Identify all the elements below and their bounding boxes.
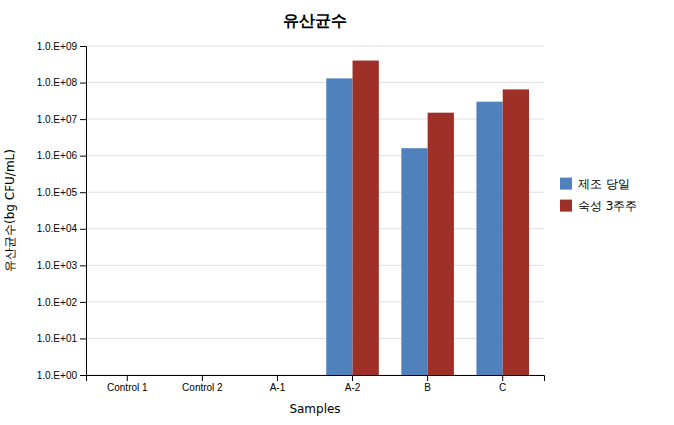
- tick: C: [499, 375, 506, 393]
- legend-item: 제조 당일: [560, 177, 630, 191]
- grid-line: [86, 155, 544, 156]
- tick-label: B: [424, 382, 431, 393]
- tick: Control 2: [182, 375, 223, 393]
- grid-line: [86, 301, 544, 302]
- tick-label: 1.0.E+07: [37, 114, 78, 125]
- bar-series: [353, 61, 529, 375]
- legend-item: 숙성 3주주: [560, 199, 637, 213]
- tick: 1.0.E+05: [37, 187, 86, 198]
- tick-mark: [127, 375, 128, 381]
- tick-label: 1.0.E+03: [37, 260, 78, 271]
- tick-mark: [352, 375, 353, 381]
- tick-label: A-1: [270, 382, 286, 393]
- tick: Control 1: [107, 375, 148, 393]
- tick: 1.0.E+09: [37, 41, 86, 52]
- plot: 1.0.E+00 1.0.E+01 1.0.E+02 1.0.E+03 1.0.E+04…: [3, 41, 545, 416]
- title: 유산균수: [283, 11, 347, 30]
- tick: B: [424, 375, 431, 393]
- tick-label: Control 1: [107, 382, 148, 393]
- grid-line: [86, 46, 544, 47]
- bar: [101, 375, 127, 376]
- tick: 1.0.E+01: [37, 333, 86, 344]
- tick: 1.0.E+02: [37, 297, 86, 308]
- tick-mark: [202, 375, 203, 381]
- y-axis-title: 유산균수(bg CFU/mL): [3, 149, 17, 272]
- grid-line: [86, 82, 544, 83]
- tick-label: A-2: [345, 382, 361, 393]
- tick: 1.0.E+07: [37, 114, 86, 125]
- tick: 1.0.E+08: [37, 77, 86, 88]
- bar: [251, 375, 277, 376]
- tick-mark: [80, 338, 86, 339]
- tick-label: 1.0.E+02: [37, 297, 78, 308]
- tick: 1.0.E+06: [37, 150, 86, 161]
- bars: [326, 61, 529, 375]
- legend: 제조 당일숙성 3주주: [560, 177, 637, 213]
- tick-label: 1.0.E+08: [37, 77, 78, 88]
- x-axis: Control 1 Control 2 A-1 A-2 B C: [87, 375, 545, 393]
- tick-label: 1.0.E+00: [37, 370, 78, 381]
- bar: [503, 89, 529, 375]
- bar: [428, 113, 454, 375]
- bar: [476, 102, 502, 375]
- tick: 1.0.E+04: [37, 223, 86, 234]
- legend-label: 제조 당일: [578, 177, 630, 191]
- grid: [86, 46, 544, 375]
- bar: [127, 375, 153, 376]
- axis-line: [87, 376, 545, 382]
- tick: A-2: [345, 375, 361, 393]
- chart: 유산균수1.0.E+001.0.E+011.0.E+021.0.E+031.0.…: [0, 0, 674, 425]
- x-axis-title: Samples: [289, 402, 340, 416]
- tick-mark: [80, 46, 86, 47]
- tick-label: 1.0.E+04: [37, 223, 78, 234]
- legend-label: 숙성 3주주: [578, 199, 637, 213]
- bar: [401, 148, 427, 375]
- bar: [277, 375, 303, 376]
- tick-mark: [277, 375, 278, 381]
- tick-label: Control 2: [182, 382, 223, 393]
- tick-label: 1.0.E+06: [37, 150, 78, 161]
- tick-label: 1.0.E+09: [37, 41, 78, 52]
- bar: [353, 61, 379, 375]
- tick: A-1: [270, 375, 286, 393]
- bar: [326, 78, 352, 375]
- grid-line: [86, 338, 544, 339]
- tick-mark: [80, 229, 86, 230]
- tick-mark: [80, 83, 86, 84]
- tick-mark: [80, 192, 86, 193]
- grid-line: [86, 119, 544, 120]
- tick-mark: [80, 302, 86, 303]
- legend-swatch: [560, 178, 572, 190]
- tick: 1.0.E+00: [37, 370, 86, 381]
- grid-line: [86, 192, 544, 193]
- bar: [176, 375, 202, 376]
- axis-line: [80, 47, 87, 376]
- tick-mark: [80, 375, 86, 376]
- tick: 1.0.E+03: [37, 260, 86, 271]
- tick-mark: [80, 156, 86, 157]
- tick-label: 1.0.E+01: [37, 333, 78, 344]
- tick-mark: [502, 375, 503, 381]
- grid-line: [86, 228, 544, 229]
- tick-label: C: [499, 382, 506, 393]
- y-axis: 1.0.E+00 1.0.E+01 1.0.E+02 1.0.E+03 1.0.E+04…: [37, 41, 87, 381]
- legend-swatch: [560, 200, 572, 212]
- tick-label: 1.0.E+05: [37, 187, 78, 198]
- tick-mark: [80, 119, 86, 120]
- tick-mark: [80, 265, 86, 266]
- grid-line: [86, 265, 544, 266]
- bar: [202, 375, 228, 376]
- tick-mark: [427, 375, 428, 381]
